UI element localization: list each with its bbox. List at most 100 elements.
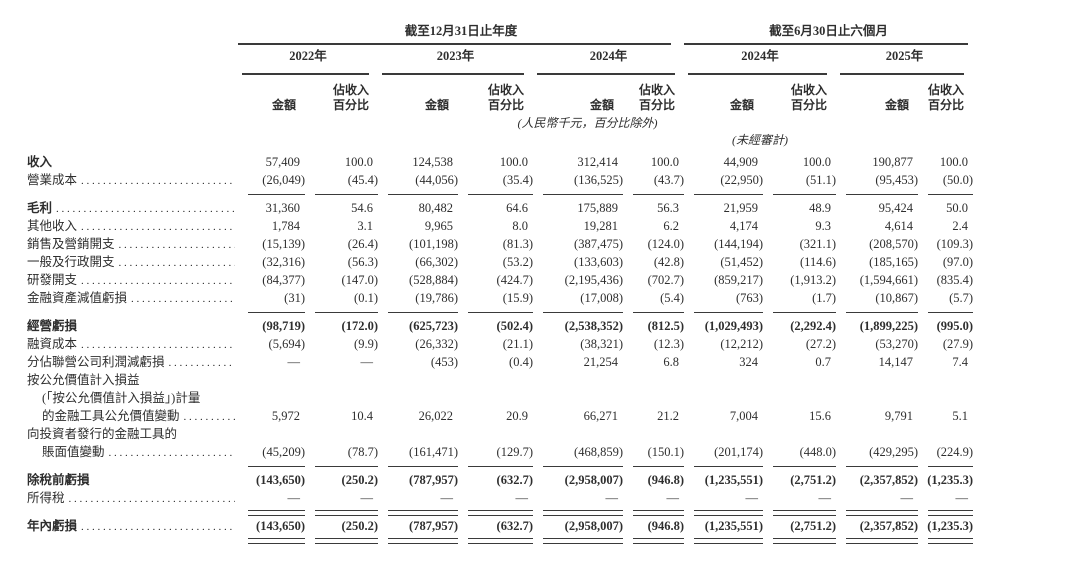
cell-value: (502.4): [496, 319, 533, 333]
single-rule: [315, 193, 378, 197]
cell-value: (26,049): [262, 173, 305, 187]
single-rule: [846, 311, 919, 315]
cell-value: 64.6: [506, 201, 528, 215]
cell-value: 50.0: [946, 201, 969, 215]
cell-value: 3.1: [357, 219, 373, 233]
row-label-text: 金融資產減值虧損: [27, 291, 128, 305]
double-rule: [846, 538, 919, 544]
year-rule: [242, 73, 369, 77]
cell-value: (2,195,436): [564, 273, 623, 287]
table-row: 毛利 31,360 54.6 80,482 64.6 175,889 56.3 21,959 4…: [27, 199, 973, 217]
double-rule: [388, 538, 458, 544]
cell-value: 6.2: [663, 219, 680, 233]
cell-value: 9,791: [884, 409, 914, 423]
cell-value: (27.9): [942, 337, 974, 351]
cell-value: 54.6: [351, 201, 373, 215]
cell-value: (2,751.2): [790, 519, 837, 533]
dot-leader: [119, 253, 235, 266]
table-row: 融資成本 (5,694) (9.9) (26,332) (21.1) (38,321) (1…: [27, 335, 973, 353]
single-rule: [633, 193, 685, 197]
row-label: 銷售及營銷開支: [27, 235, 238, 253]
cell-value: 175,889: [577, 201, 618, 215]
subheader-pct: 佔收入 百分比: [639, 83, 676, 112]
cell-value: (995.0): [936, 319, 974, 333]
dot-leader: [131, 289, 235, 302]
single-rule-row: [27, 461, 974, 471]
dot-leader: [119, 235, 235, 248]
double-rule: [388, 510, 458, 516]
single-rule: [633, 311, 685, 315]
cell-value: —: [360, 491, 374, 505]
single-rule: [468, 193, 533, 197]
table-row: 金融資產減值虧損 (31) (0.1) (19,786) (15.9) (17,008) (…: [27, 289, 973, 307]
dot-leader: [81, 171, 235, 184]
subheader-pct: 佔收入 百分比: [791, 83, 828, 112]
table-body: 收入 57,409 100.0 124,538 100.0 312,414 100.0 44,…: [27, 153, 974, 545]
year-2025-interim: 2025年: [885, 49, 924, 63]
cell-value: 20.9: [506, 409, 528, 423]
row-label-text: 毛利: [27, 201, 53, 215]
double-rule: [694, 538, 764, 544]
cell-value: (763): [735, 291, 764, 305]
double-rule: [633, 538, 685, 544]
cell-value: (453): [430, 355, 458, 369]
cell-value: (5.7): [949, 291, 974, 305]
financial-table: 截至12月31日止年度 截至6月30日止六個月 2022年 2023年 2024…: [27, 22, 974, 545]
cell-value: (56.3): [347, 255, 378, 269]
cell-value: (2,751.2): [790, 473, 837, 487]
row-label-text: 年內虧損: [27, 519, 78, 533]
single-rule: [773, 193, 837, 197]
cell-value: 190,877: [872, 155, 914, 169]
row-label-text: 按公允價值計入損益: [27, 373, 140, 387]
row-label-text: 銷售及營銷開支: [27, 237, 115, 251]
double-rule: [773, 538, 837, 544]
cell-value: —: [440, 491, 454, 505]
row-label-text: 其他收入: [27, 219, 78, 233]
cell-value: (53,270): [875, 337, 919, 351]
cell-value: 56.3: [657, 201, 680, 215]
cell-value: (81.3): [502, 237, 533, 251]
cell-value: 21,254: [583, 355, 618, 369]
cell-value: 10.4: [351, 409, 373, 423]
table-header: 截至12月31日止年度 截至6月30日止六個月 2022年 2023年 2024…: [27, 22, 973, 153]
cell-value: (224.9): [936, 445, 974, 459]
cell-value: (1,899,225): [859, 319, 919, 333]
single-rule: [543, 311, 623, 315]
subheader-pct: 佔收入 百分比: [487, 83, 524, 112]
row-label-text: 賬面值變動: [42, 445, 105, 459]
subheader-row: 金額 佔收入 百分比 金額 佔收入 百分比 金額 佔收入 百分比 金額 佔收入 百分比 …: [27, 77, 973, 115]
single-rule: [248, 193, 305, 197]
dot-leader: [81, 217, 235, 230]
cell-value: (133,603): [574, 255, 623, 269]
cell-value: (1,235,551): [704, 473, 764, 487]
double-rule: [694, 510, 764, 516]
cell-value: (66,302): [415, 255, 458, 269]
year-rule-row: [27, 68, 973, 77]
cell-value: (12,212): [720, 337, 764, 351]
cell-value: (21.1): [502, 337, 533, 351]
cell-value: 57,409: [265, 155, 300, 169]
row-label-text: 研發開支: [27, 273, 78, 287]
single-rule: [468, 311, 533, 315]
cell-value: (429,295): [869, 445, 919, 459]
cell-value: (387,475): [574, 237, 623, 251]
single-rule: [928, 193, 974, 197]
double-rule: [248, 510, 305, 516]
cell-value: (97.0): [942, 255, 974, 269]
single-rule: [388, 193, 458, 197]
cell-value: 21.2: [657, 409, 680, 423]
double-rule: [633, 510, 685, 516]
cell-value: (44,056): [415, 173, 458, 187]
cell-value: 7,004: [729, 409, 759, 423]
cell-value: 26,022: [418, 409, 453, 423]
cell-value: (161,471): [409, 445, 458, 459]
double-rule-row: [27, 535, 974, 545]
cell-value: (143,650): [256, 473, 305, 487]
cell-value: (15,139): [262, 237, 305, 251]
financial-statement-page: 截至12月31日止年度 截至6月30日止六個月 2022年 2023年 2024…: [0, 0, 1080, 545]
year-2022: 2022年: [289, 49, 327, 63]
double-rule: [315, 538, 378, 544]
cell-value: (51.1): [805, 173, 837, 187]
year-2024-interim: 2024年: [741, 49, 779, 63]
dot-leader: [169, 353, 235, 366]
